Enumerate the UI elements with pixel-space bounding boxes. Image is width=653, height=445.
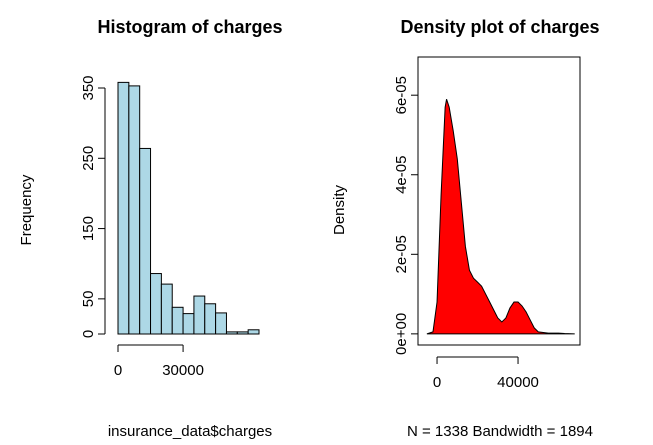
bar (150, 273, 162, 335)
y-axis-label: Density (331, 184, 348, 235)
y-tick-label: 50 (80, 291, 97, 308)
y-tick-label: 2e-05 (393, 235, 410, 273)
plot-frame (417, 56, 581, 346)
bar (225, 331, 238, 335)
bar (204, 303, 217, 335)
bar (236, 331, 249, 335)
y-tick-label: 150 (80, 216, 97, 241)
chart-title: Histogram of charges (97, 17, 282, 37)
bar (128, 85, 141, 335)
chart-title: Density plot of charges (400, 17, 599, 37)
x-tick-label: 0 (114, 362, 122, 379)
bar (139, 147, 152, 335)
y-tick-label: 350 (80, 75, 97, 100)
y-tick-label: 0e+00 (393, 313, 410, 355)
y-tick-label: 0 (80, 330, 97, 338)
bar (117, 81, 130, 335)
y-tick-label: 6e-05 (393, 76, 410, 114)
x-tick-label: 40000 (497, 374, 539, 391)
density-area (426, 99, 575, 335)
x-axis-label: insurance_data$charges (108, 423, 272, 440)
x-axis-label: N = 1338 Bandwidth = 1894 (407, 423, 593, 440)
bar (215, 312, 227, 335)
bar (247, 329, 260, 335)
x-tick-label: 30000 (162, 362, 204, 379)
bar (171, 306, 184, 335)
bar (182, 313, 195, 335)
bar (193, 295, 206, 335)
y-tick-label: 4e-05 (393, 156, 410, 194)
y-axis-label: Frequency (18, 174, 35, 245)
y-tick-label: 250 (80, 146, 97, 171)
x-tick-label: 0 (433, 374, 441, 391)
bar (160, 283, 173, 335)
